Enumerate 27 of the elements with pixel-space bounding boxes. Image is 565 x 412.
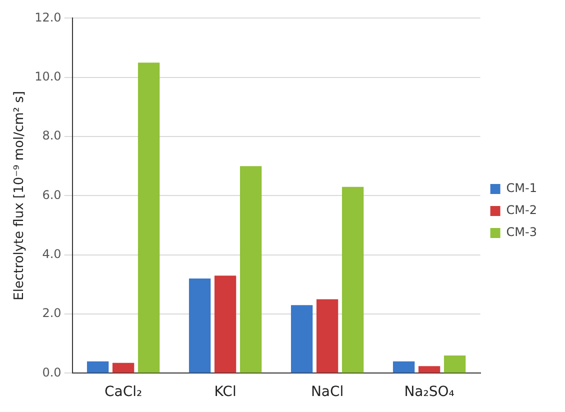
y-tick-label: 4.0	[42, 246, 62, 261]
y-tick-label: 2.0	[42, 306, 62, 320]
bar	[112, 362, 134, 373]
y-tick-label: 6.0	[42, 188, 62, 202]
bar	[188, 278, 211, 373]
bar	[86, 361, 109, 373]
x-tick-label: CaCl₂	[104, 384, 142, 400]
legend-label: CM-3	[506, 225, 538, 240]
x-tick-label: Na₂SO₄	[404, 384, 455, 400]
bar	[240, 166, 262, 373]
bar	[342, 186, 364, 373]
x-tick-label: KCl	[214, 384, 236, 400]
bar	[214, 276, 236, 373]
y-tick-label: 8.0	[42, 128, 62, 143]
bar	[316, 299, 338, 373]
y-tick-label: 10.0	[34, 69, 62, 84]
y-tick-label: 12.0	[34, 10, 62, 24]
bar	[418, 366, 440, 373]
x-tick-label: NaCl	[310, 384, 344, 400]
bar	[290, 305, 313, 373]
bar	[392, 361, 415, 373]
legend-label: CM-1	[506, 181, 538, 196]
legend-label: CM-2	[506, 203, 538, 218]
y-tick-label: 0.0	[42, 365, 62, 380]
bar	[444, 355, 466, 373]
bar	[138, 62, 160, 373]
y-axis-title: Electrolyte flux [10⁻⁹ mol/cm² s]	[12, 91, 28, 300]
